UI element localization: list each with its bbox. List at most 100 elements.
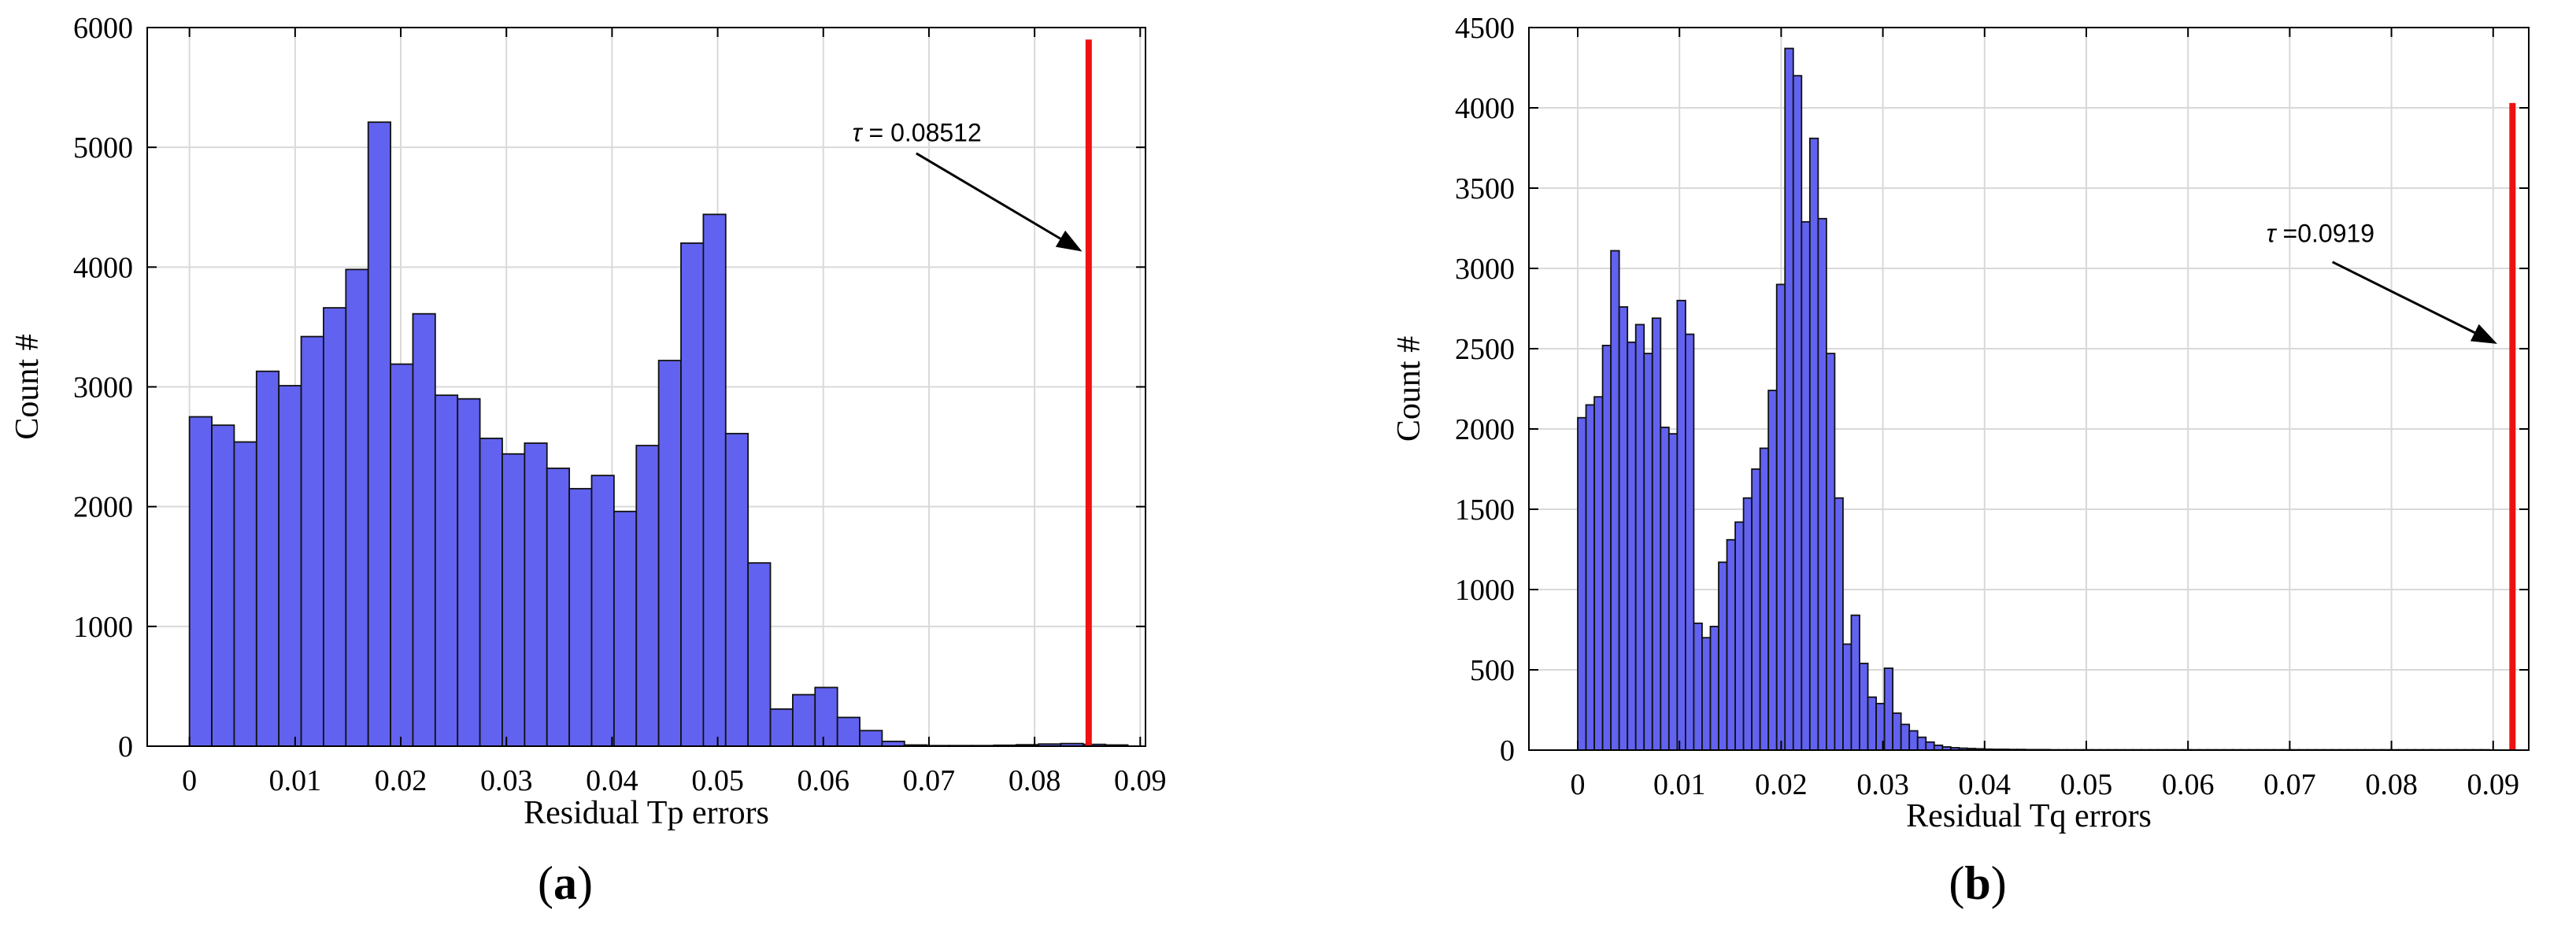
x-tick-label: 0 [182, 764, 197, 797]
y-tick-label: 2000 [1455, 413, 1515, 446]
histogram-bar [1751, 468, 1761, 751]
histogram-bar [300, 335, 324, 747]
histogram-bar [367, 121, 391, 747]
x-tick-label: 0.07 [903, 764, 956, 797]
histogram-bar [1842, 643, 1852, 751]
histogram-bar [1775, 283, 1786, 751]
histogram-bar [747, 562, 772, 747]
x-tick-label: 0.03 [1856, 768, 1909, 801]
histogram-bar [1627, 341, 1637, 751]
x-tick-label: 0.04 [586, 764, 638, 797]
x-axis-label: Residual Tq errors [1906, 798, 2152, 834]
threshold-arrow [916, 152, 1061, 240]
histogram-bar [1701, 637, 1712, 751]
x-tick-label: 0.01 [1653, 768, 1706, 801]
caption-letter: b [1964, 857, 1990, 909]
axes-frame [1528, 27, 2530, 751]
caption-close: ) [577, 857, 593, 909]
histogram-bar [1900, 723, 1911, 751]
histogram-bar [1850, 614, 1860, 751]
histogram-bar [1801, 220, 1811, 751]
y-tick-label: 4000 [73, 251, 133, 284]
panel-caption: (a) [538, 857, 593, 909]
histogram-bar [1610, 250, 1620, 751]
histogram-bar [1618, 306, 1629, 751]
threshold-value: =0.0919 [2276, 219, 2374, 247]
histogram-bar [1859, 662, 1869, 751]
threshold-marker: τ = 0.08512 [853, 39, 1092, 746]
x-tick-label: 0.04 [1959, 768, 2012, 801]
y-tick-label: 4500 [1455, 12, 1515, 45]
histogram-bar [1684, 333, 1695, 751]
tau-symbol: τ [853, 119, 864, 147]
histogram-bar [1651, 317, 1662, 751]
histogram-bar [1834, 497, 1844, 751]
histogram-bar [702, 213, 727, 747]
y-tick-label: 0 [118, 730, 133, 763]
caption-close: ) [1991, 857, 2007, 909]
y-tick-label: 0 [1500, 734, 1515, 767]
histogram-bar [1593, 396, 1604, 751]
histogram-bar [1792, 75, 1803, 751]
histogram-bar [1808, 137, 1819, 751]
y-tick-label: 4000 [1455, 92, 1515, 125]
histogram-bar [1817, 217, 1827, 751]
histogram-bar [792, 693, 816, 747]
x-tick-label: 0.06 [798, 764, 850, 797]
histogram-bar [836, 716, 861, 747]
histogram-bar [1643, 353, 1653, 751]
threshold-label: τ =0.0919 [2267, 219, 2374, 247]
histogram-bar [1726, 538, 1736, 751]
panel-caption: (b) [1949, 857, 2006, 909]
x-tick-label: 0.02 [375, 764, 427, 797]
histogram-bar [613, 510, 638, 747]
histogram-bar [1892, 712, 1902, 751]
histogram-bar [1585, 404, 1595, 751]
histogram-bar [724, 432, 749, 747]
y-tick-label: 1000 [73, 611, 133, 644]
histogram-bar [1825, 353, 1836, 751]
y-tick-label: 2500 [1455, 333, 1515, 366]
histogram-bar [1693, 622, 1703, 751]
y-tick-label: 3000 [1455, 253, 1515, 286]
caption-open: ( [538, 857, 553, 909]
histogram-bar [255, 370, 280, 747]
threshold-marker: τ =0.0919 [2267, 102, 2516, 750]
histogram-bar [590, 475, 615, 747]
threshold-arrow [2331, 261, 2475, 334]
x-tick-label: 0.06 [2162, 768, 2215, 801]
x-tick-label: 0.08 [2365, 768, 2418, 801]
ticks: 0 0.01 0.02 0.03 0.04 0.05 0.06 0.07 0.08 0.09 0 10… [73, 12, 1167, 797]
y-tick-label: 6000 [73, 12, 133, 45]
histogram-bar [1767, 390, 1778, 751]
histogram-bar [188, 416, 213, 747]
tau-symbol: τ [2267, 219, 2278, 247]
x-tick-label: 0.09 [1114, 764, 1167, 797]
histogram-bar [345, 268, 369, 747]
histogram-bar [568, 487, 593, 747]
threshold-arrowhead [1055, 230, 1083, 252]
caption-open: ( [1949, 857, 1964, 909]
y-axis-label: Count # [9, 334, 46, 439]
histogram-bar [390, 363, 414, 747]
histogram-bar [457, 397, 481, 747]
histogram-bar [1925, 741, 1935, 751]
threshold-arrowhead [2470, 324, 2497, 344]
histogram-bar [814, 686, 838, 747]
y-tick-label: 5000 [73, 131, 133, 165]
histogram-bars [188, 121, 1129, 747]
x-tick-label: 0.05 [2060, 768, 2113, 801]
x-tick-label: 0.05 [691, 764, 744, 797]
histogram-bar [323, 307, 347, 747]
histogram-bar [1660, 427, 1670, 751]
x-axis-label: Residual Tp errors [524, 795, 769, 831]
y-tick-label: 1000 [1455, 574, 1515, 607]
histogram-bar [1867, 696, 1877, 751]
histogram-bar [680, 242, 705, 747]
histogram-bar [278, 385, 302, 747]
histogram-bar [1784, 47, 1794, 751]
histogram-bar [1667, 433, 1678, 751]
histogram-bar [1759, 447, 1770, 751]
histogram-bar [1734, 521, 1745, 751]
histogram-bar [1916, 736, 1927, 751]
